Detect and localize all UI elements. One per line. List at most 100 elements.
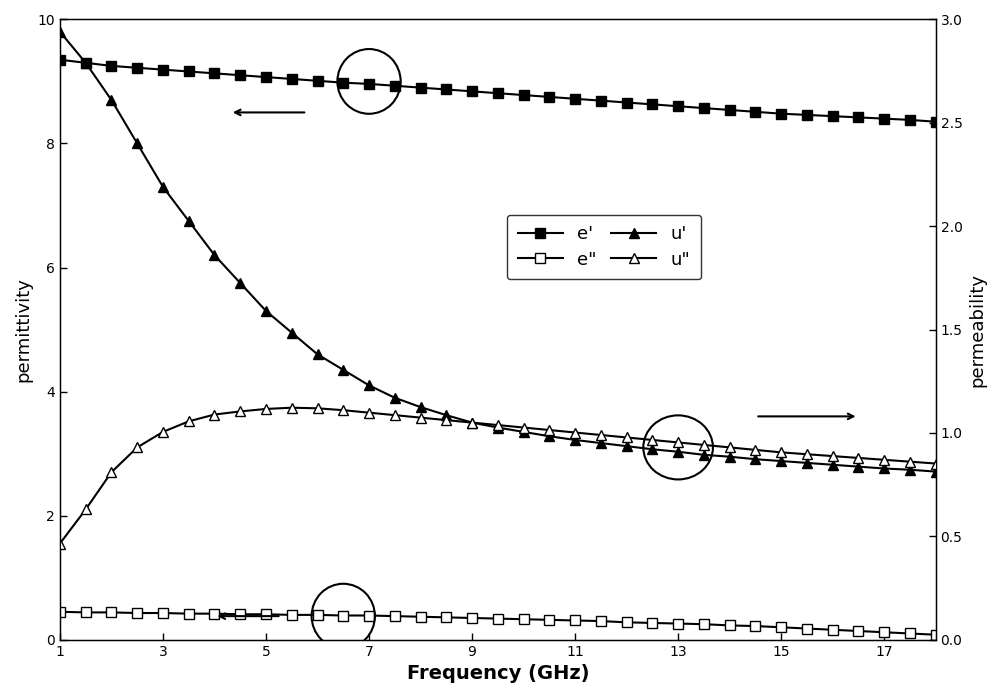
e" bbox=[440, 613, 452, 622]
u' bbox=[724, 452, 736, 461]
e' bbox=[440, 85, 452, 93]
u" bbox=[105, 468, 117, 476]
u" bbox=[698, 441, 710, 449]
e" bbox=[801, 625, 813, 633]
e" bbox=[234, 610, 246, 618]
u' bbox=[672, 447, 684, 456]
u' bbox=[621, 442, 633, 450]
e' bbox=[904, 116, 916, 124]
u" bbox=[183, 418, 195, 426]
u" bbox=[878, 456, 890, 464]
u' bbox=[595, 439, 607, 447]
e' bbox=[312, 77, 324, 85]
e" bbox=[543, 615, 555, 624]
Line: u': u' bbox=[55, 27, 941, 477]
e' bbox=[131, 63, 143, 72]
e' bbox=[389, 82, 401, 90]
u' bbox=[827, 461, 839, 469]
e' bbox=[672, 102, 684, 110]
e' bbox=[54, 56, 66, 64]
e' bbox=[260, 73, 272, 82]
e' bbox=[208, 69, 220, 77]
e" bbox=[518, 615, 530, 623]
e" bbox=[672, 620, 684, 628]
u' bbox=[749, 455, 761, 464]
e" bbox=[724, 621, 736, 629]
e" bbox=[363, 611, 375, 620]
u" bbox=[440, 416, 452, 424]
u" bbox=[312, 404, 324, 413]
u' bbox=[234, 279, 246, 287]
e" bbox=[389, 612, 401, 620]
e' bbox=[543, 93, 555, 101]
u" bbox=[131, 443, 143, 452]
u" bbox=[595, 431, 607, 439]
u" bbox=[492, 421, 504, 429]
e' bbox=[749, 107, 761, 116]
u" bbox=[543, 426, 555, 434]
u" bbox=[646, 436, 658, 444]
Line: e": e" bbox=[55, 607, 941, 640]
u' bbox=[183, 217, 195, 225]
e" bbox=[208, 609, 220, 618]
e" bbox=[646, 619, 658, 627]
u' bbox=[543, 432, 555, 441]
u" bbox=[775, 448, 787, 457]
u' bbox=[363, 381, 375, 390]
u' bbox=[878, 464, 890, 473]
e" bbox=[415, 613, 427, 621]
u' bbox=[80, 59, 92, 67]
e" bbox=[595, 617, 607, 625]
e' bbox=[80, 59, 92, 67]
e' bbox=[157, 66, 169, 74]
e" bbox=[569, 616, 581, 625]
u" bbox=[80, 505, 92, 514]
u' bbox=[260, 307, 272, 315]
u' bbox=[646, 445, 658, 454]
u" bbox=[466, 418, 478, 427]
u" bbox=[801, 450, 813, 459]
e' bbox=[595, 96, 607, 105]
Y-axis label: permittivity: permittivity bbox=[14, 277, 32, 382]
e' bbox=[415, 84, 427, 92]
u' bbox=[518, 428, 530, 436]
e' bbox=[518, 91, 530, 99]
u" bbox=[672, 438, 684, 447]
u' bbox=[286, 328, 298, 337]
u" bbox=[208, 411, 220, 419]
e' bbox=[827, 112, 839, 121]
e" bbox=[131, 609, 143, 618]
e' bbox=[621, 98, 633, 107]
u' bbox=[54, 28, 66, 36]
u' bbox=[208, 251, 220, 259]
e" bbox=[827, 626, 839, 634]
e' bbox=[724, 106, 736, 114]
u" bbox=[621, 434, 633, 442]
u" bbox=[518, 423, 530, 431]
e" bbox=[105, 608, 117, 617]
u" bbox=[337, 406, 349, 414]
e" bbox=[80, 608, 92, 617]
e" bbox=[878, 628, 890, 636]
e' bbox=[234, 71, 246, 79]
u' bbox=[569, 436, 581, 444]
u' bbox=[105, 96, 117, 105]
u' bbox=[801, 459, 813, 467]
u" bbox=[569, 429, 581, 437]
u" bbox=[724, 443, 736, 452]
e" bbox=[852, 627, 864, 635]
e' bbox=[466, 87, 478, 95]
e' bbox=[183, 68, 195, 76]
u' bbox=[389, 394, 401, 402]
e" bbox=[312, 611, 324, 619]
e" bbox=[260, 610, 272, 618]
e" bbox=[775, 623, 787, 631]
u' bbox=[157, 183, 169, 191]
u" bbox=[54, 539, 66, 548]
e' bbox=[337, 79, 349, 87]
u" bbox=[363, 408, 375, 417]
Line: u": u" bbox=[55, 403, 941, 549]
u' bbox=[698, 451, 710, 459]
Line: e': e' bbox=[55, 55, 941, 127]
e" bbox=[286, 611, 298, 619]
